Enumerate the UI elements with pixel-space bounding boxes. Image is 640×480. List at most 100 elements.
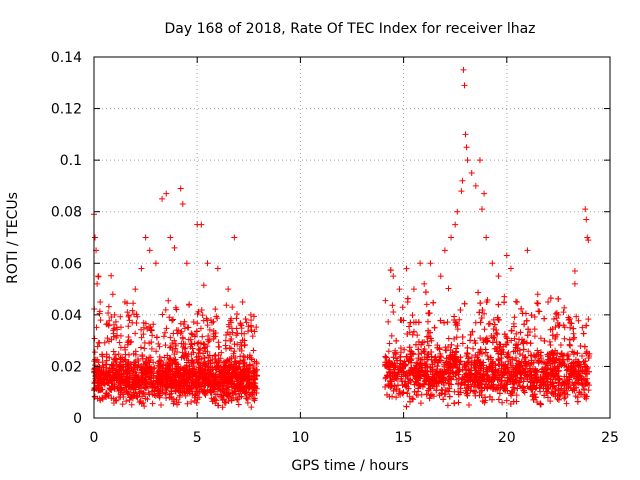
data-point	[227, 374, 234, 381]
data-point	[125, 323, 132, 330]
data-point	[101, 380, 108, 387]
data-point	[437, 375, 444, 382]
data-point	[190, 318, 197, 325]
data-point	[415, 338, 422, 345]
data-point	[423, 301, 430, 308]
y-tick-label: 0.06	[51, 256, 82, 272]
data-point	[170, 316, 177, 323]
data-point	[471, 381, 478, 388]
data-point	[229, 390, 236, 397]
data-point	[425, 310, 432, 317]
data-point	[505, 349, 512, 356]
data-point	[482, 394, 489, 401]
data-point	[411, 388, 418, 395]
data-point	[523, 361, 530, 368]
data-point	[226, 377, 233, 384]
data-point	[575, 363, 582, 370]
data-point	[243, 362, 250, 369]
data-point	[166, 314, 173, 321]
data-point	[425, 327, 432, 334]
data-point	[406, 344, 413, 351]
data-point	[480, 371, 487, 378]
data-point	[468, 372, 475, 379]
data-point	[555, 322, 562, 329]
data-point	[221, 389, 228, 396]
data-point	[159, 311, 166, 318]
data-point	[448, 341, 455, 348]
y-tick-label: 0.04	[51, 308, 82, 324]
data-point	[204, 260, 211, 267]
data-point	[482, 349, 489, 356]
data-point	[570, 359, 577, 366]
data-point	[533, 384, 540, 391]
data-point	[105, 310, 112, 317]
data-point	[489, 339, 496, 346]
data-point	[418, 391, 425, 398]
data-point	[245, 323, 252, 330]
data-point	[511, 323, 518, 330]
data-point	[233, 385, 240, 392]
data-point	[116, 376, 123, 383]
data-point	[513, 392, 520, 399]
data-point	[177, 320, 184, 327]
data-point	[108, 272, 115, 279]
data-point	[545, 371, 552, 378]
data-point	[250, 347, 257, 354]
data-point	[147, 374, 154, 381]
data-point	[94, 343, 101, 350]
data-point	[568, 320, 575, 327]
data-point	[475, 289, 482, 296]
data-point	[453, 370, 460, 377]
data-point	[466, 376, 473, 383]
data-point	[585, 354, 592, 361]
data-point	[579, 368, 586, 375]
data-point	[183, 260, 190, 267]
data-point	[553, 357, 560, 364]
data-point	[502, 361, 509, 368]
data-point	[235, 382, 242, 389]
data-point	[410, 396, 417, 403]
data-point	[400, 368, 407, 375]
data-point	[153, 348, 160, 355]
x-tick-label: 15	[395, 430, 413, 446]
data-point	[229, 304, 236, 311]
data-point	[440, 396, 447, 403]
x-tick-label: 10	[291, 430, 309, 446]
data-point	[495, 316, 502, 323]
data-point	[571, 334, 578, 341]
data-points	[91, 66, 593, 411]
data-point	[132, 371, 139, 378]
data-point	[97, 298, 104, 305]
data-point	[409, 395, 416, 402]
data-point	[181, 367, 188, 374]
data-point	[468, 354, 475, 361]
data-point	[531, 333, 538, 340]
data-point	[393, 337, 400, 344]
data-point	[141, 403, 148, 410]
data-point	[165, 297, 172, 304]
data-point	[158, 402, 165, 409]
data-point	[155, 369, 162, 376]
data-point	[188, 398, 195, 405]
data-point	[423, 354, 430, 361]
data-point	[467, 387, 474, 394]
data-point	[126, 317, 133, 324]
data-point	[167, 344, 174, 351]
data-point	[539, 365, 546, 372]
data-point	[563, 400, 570, 407]
data-point	[547, 326, 554, 333]
data-point	[503, 353, 510, 360]
data-point	[520, 346, 527, 353]
data-point	[554, 350, 561, 357]
data-point	[529, 393, 536, 400]
data-point	[149, 400, 156, 407]
data-point	[391, 372, 398, 379]
data-point	[209, 366, 216, 373]
data-point	[225, 321, 232, 328]
data-point	[480, 359, 487, 366]
data-point	[245, 372, 252, 379]
data-point	[441, 370, 448, 377]
data-point	[406, 398, 413, 405]
data-point	[391, 360, 398, 367]
data-point	[219, 378, 226, 385]
